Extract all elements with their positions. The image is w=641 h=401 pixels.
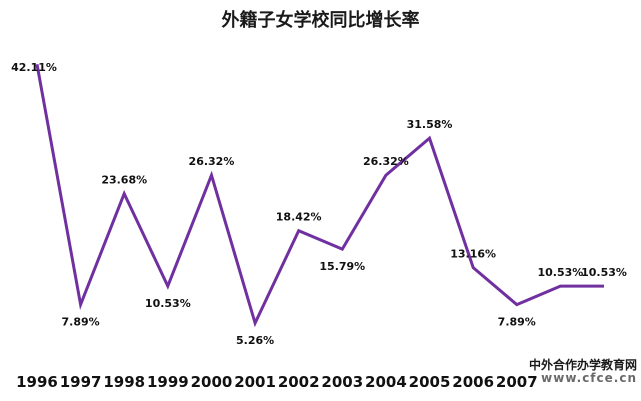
- x-tick-label: 1998: [103, 373, 145, 391]
- data-label: 15.79%: [319, 260, 365, 273]
- data-label: 42.11%: [11, 61, 57, 74]
- x-tick-label: 2007: [496, 373, 538, 391]
- series-line: [35, 64, 604, 328]
- watermark-name: 中外合作办学教育网: [528, 358, 637, 372]
- x-tick-label: 2001: [234, 373, 276, 391]
- data-label: 10.53%: [537, 266, 583, 279]
- data-label: 10.53%: [145, 297, 191, 310]
- x-axis: 1996 1997 1998 1999 2000 2001 2002 2003 2004 2005…: [16, 373, 538, 391]
- data-label: 26.32%: [363, 155, 409, 168]
- x-tick-label: 2005: [409, 373, 451, 391]
- x-tick-label: 1999: [147, 373, 189, 391]
- watermark: 中外合作办学教育网 www.cfce.cn: [529, 359, 637, 385]
- x-tick-label: 2003: [321, 373, 363, 391]
- data-label: 31.58%: [407, 118, 453, 131]
- x-tick-label: 1996: [16, 373, 58, 391]
- series-layer: [35, 64, 604, 328]
- x-tick-label: 2002: [278, 373, 320, 391]
- data-label: 7.89%: [498, 316, 536, 329]
- data-label: 26.32%: [189, 155, 235, 168]
- data-label: 10.53%: [581, 266, 627, 279]
- data-label: 5.26%: [236, 334, 274, 347]
- data-label: 13.16%: [450, 248, 496, 261]
- data-label: 18.42%: [276, 211, 322, 224]
- watermark-url: www.cfce.cn: [541, 371, 637, 385]
- x-tick-label: 2000: [191, 373, 233, 391]
- data-label: 7.89%: [62, 316, 100, 329]
- x-tick-label: 1997: [60, 373, 102, 391]
- gridlines: [36, 60, 605, 360]
- data-label: 23.68%: [101, 174, 147, 187]
- chart-title: 外籍子女学校同比增长率: [221, 10, 420, 31]
- x-tick-label: 2006: [452, 373, 494, 391]
- x-tick-label: 2004: [365, 373, 407, 391]
- data-labels: 42.11% 7.89% 23.68% 10.53% 26.32% 5.26% 18.42%…: [11, 61, 627, 347]
